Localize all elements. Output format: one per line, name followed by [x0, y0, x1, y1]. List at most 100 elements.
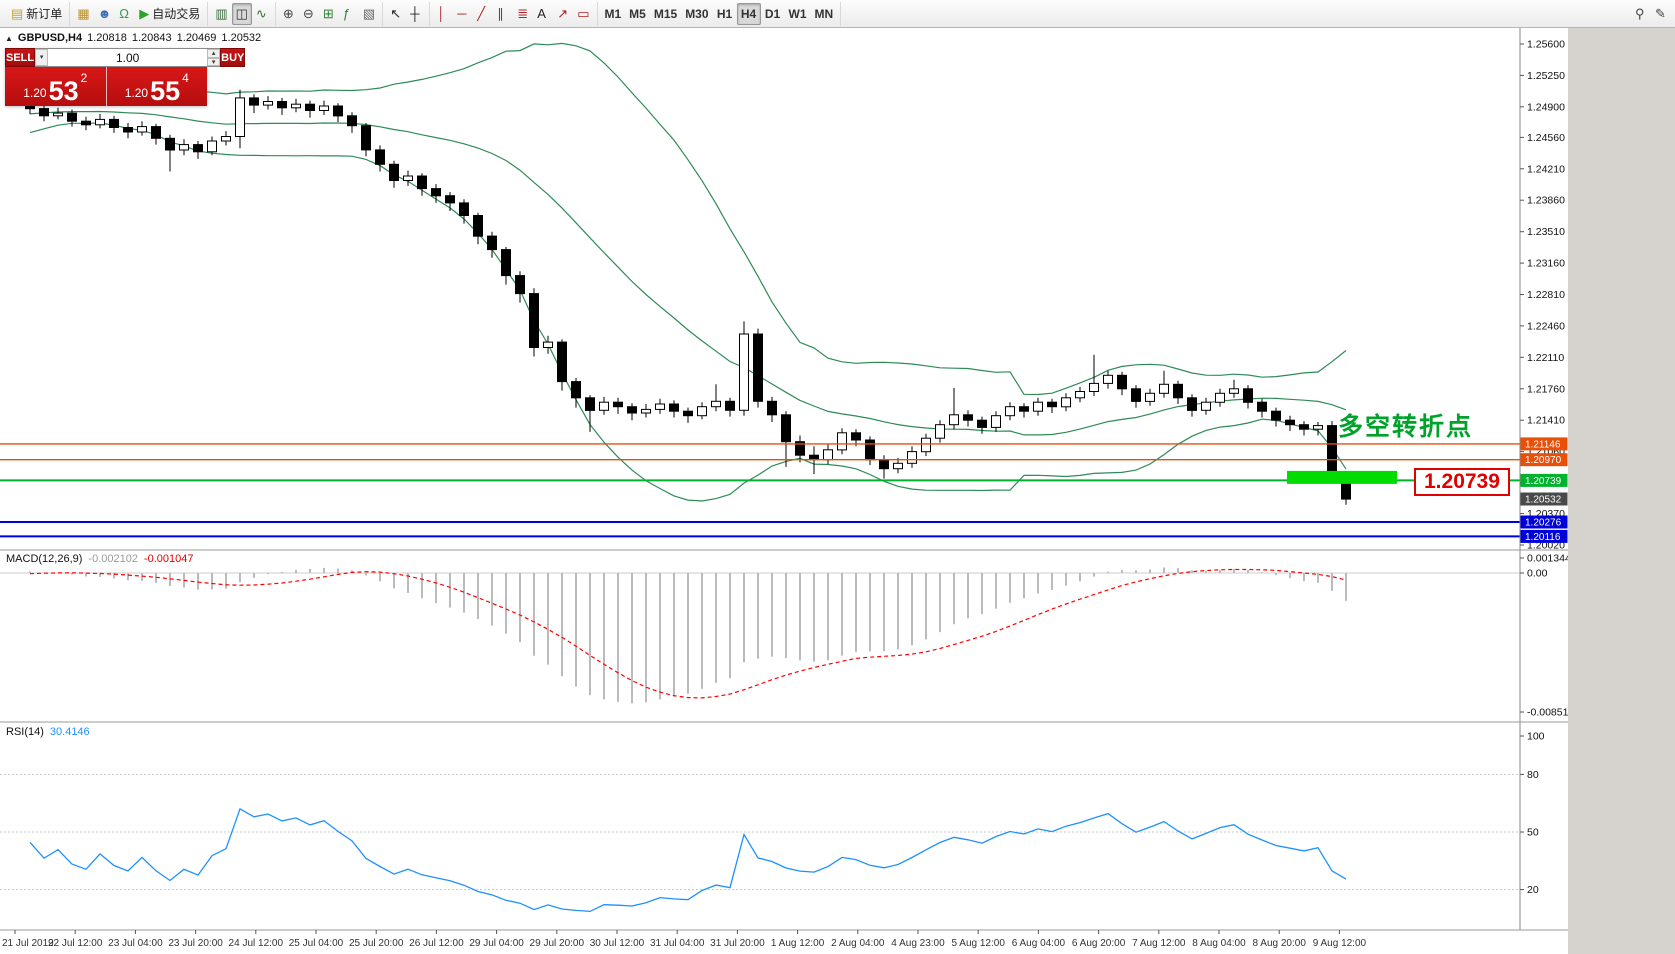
price-tag-label: 1.20532	[1525, 495, 1562, 506]
line-chart-button[interactable]: ∿	[252, 3, 272, 25]
timeframe-h1-button[interactable]: H1	[713, 3, 737, 25]
line-chart-icon: ∿	[255, 6, 267, 21]
rectangle-object[interactable]	[1287, 470, 1397, 484]
toolbar-right: ⚲ ✎	[1631, 3, 1671, 25]
headset-icon: Ω	[119, 6, 130, 21]
timeframe-m5-button[interactable]: M5	[625, 3, 650, 25]
buy-button[interactable]: BUY	[220, 48, 246, 67]
rsi-label: RSI(14) 30.4146	[6, 726, 90, 738]
profiles-button[interactable]: ▦	[73, 3, 93, 25]
timeframe-d1-button[interactable]: D1	[761, 3, 785, 25]
fibonacci-button[interactable]: ≣	[513, 3, 533, 25]
timeframe-group: M1 M5 M15 M30 H1 H4 D1 W1 MN	[598, 1, 842, 26]
rsi-scale-label: 100	[1527, 731, 1545, 743]
channel-button[interactable]: ∥	[493, 3, 513, 25]
volume-input[interactable]	[48, 49, 208, 66]
time-axis-label: 29 Jul 04:00	[469, 938, 524, 949]
indicators-button[interactable]: ƒ	[339, 3, 359, 25]
chart-canvas[interactable]: 1.25600 1.25250 1.24900 1.24560 1.24210 1.238…	[0, 28, 1568, 954]
time-axis-label: 25 Jul 20:00	[349, 938, 404, 949]
timeframe-h1-button-label: H1	[716, 6, 733, 21]
price-tag-label: 1.21146	[1525, 439, 1561, 450]
timeframe-m1-button[interactable]: M1	[601, 3, 626, 25]
price-scale-label: 1.22460	[1527, 320, 1565, 332]
tile-windows-button[interactable]: ⊞	[319, 3, 339, 25]
text-button[interactable]: A	[533, 3, 553, 25]
sell-price-point: 2	[80, 71, 88, 85]
timeframe-mn-button[interactable]: MN	[811, 3, 838, 25]
price-scale-label: 1.25600	[1527, 39, 1565, 51]
price-scale[interactable]: 1.25600 1.25250 1.24900 1.24560 1.24210 1.238…	[1519, 28, 1568, 930]
templates-button[interactable]: ▧	[359, 3, 379, 25]
trendline-button[interactable]: ╱	[473, 3, 493, 25]
time-axis-label: 8 Aug 20:00	[1253, 938, 1307, 949]
vertical-line-button[interactable]: │	[433, 3, 453, 25]
price-scale-label: 1.22810	[1527, 289, 1565, 301]
buy-price-pips: 55	[150, 76, 181, 106]
price-scale-label: 1.25250	[1527, 70, 1565, 82]
price-callout-label[interactable]: 1.20739	[1414, 468, 1510, 496]
bar-chart-button[interactable]: ▥	[211, 3, 231, 25]
price-tag-label: 1.20276	[1525, 518, 1562, 529]
chart-annotation-text[interactable]: 多空转折点	[1338, 413, 1474, 441]
time-axis-label: 7 Aug 12:00	[1132, 938, 1186, 949]
macd-label: MACD(12,26,9) -0.002102 -0.001047	[6, 553, 194, 565]
volume-stepper: ▴ ▾	[207, 49, 221, 66]
profiles-icon: ▦	[77, 6, 90, 21]
cursor-icon: ↖	[390, 6, 402, 21]
macd-scale-label: 0.001344	[1527, 553, 1568, 565]
shapes-icon: ▭	[577, 6, 590, 21]
timeframe-h4-button-label: H4	[740, 6, 757, 21]
order-group: ▤ 新订单	[4, 1, 71, 26]
macd-signal-value: -0.001047	[143, 553, 194, 565]
search-icon: ⚲	[1635, 6, 1645, 21]
buy-price[interactable]: 1.20 55 4	[106, 67, 207, 106]
price-tag	[1520, 453, 1568, 467]
timeframe-w1-button[interactable]: W1	[785, 3, 811, 25]
volume-down-icon[interactable]: ▾	[207, 57, 221, 66]
volume-up-icon[interactable]: ▴	[207, 49, 221, 58]
templates-icon: ▧	[362, 6, 376, 21]
time-axis-label: 30 Jul 12:00	[590, 938, 645, 949]
price-scale-label: 1.24210	[1527, 163, 1565, 175]
zoom-group: ⊕ ⊖ ⊞ ƒ ▧	[276, 1, 384, 26]
market-watch-button[interactable]: ☻	[94, 3, 116, 25]
user-icon: ☻	[97, 6, 112, 21]
volume-dropdown-arrow-icon[interactable]: ▾	[35, 49, 49, 66]
horizontal-line-button[interactable]: ─	[453, 3, 473, 25]
time-axis-label: 31 Jul 04:00	[650, 938, 705, 949]
zoom-in-button[interactable]: ⊕	[279, 3, 299, 25]
chart-window[interactable]: 1.25600 1.25250 1.24900 1.24560 1.24210 1.238…	[0, 28, 1568, 954]
symbol-search-button[interactable]: ⚲	[1631, 3, 1651, 25]
timeframe-m5-button-label: M5	[629, 6, 646, 21]
arrows-button[interactable]: ↗	[553, 3, 573, 25]
zoom-out-button[interactable]: ⊖	[299, 3, 319, 25]
price-tag	[1520, 437, 1568, 451]
window-background	[1567, 28, 1675, 954]
price-scale-label: 1.21760	[1527, 383, 1565, 395]
price-scale-label: 1.22110	[1527, 352, 1564, 364]
rsi-scale-label: 20	[1527, 884, 1539, 896]
price-tag-label: 1.20970	[1525, 455, 1562, 466]
symbol-period-label: GBPUSD,H4	[17, 32, 83, 44]
timeframe-h4-button[interactable]: H4	[736, 2, 761, 25]
rsi-value: 30.4146	[49, 726, 90, 738]
community-button[interactable]: Ω	[115, 3, 135, 25]
time-axis-label: 26 Jul 12:00	[409, 938, 464, 949]
timeframe-m15-button[interactable]: M15	[650, 3, 681, 25]
new-order-button-label: 新订单	[26, 7, 63, 21]
collapse-one-click-icon[interactable]: ▲	[5, 33, 13, 43]
sell-price[interactable]: 1.20 53 2	[5, 67, 107, 106]
quick-edit-button[interactable]: ✎	[1651, 3, 1671, 25]
autotrading-button[interactable]: ▶ 自动交易	[135, 3, 204, 25]
candlestick-button[interactable]: ◫	[231, 2, 252, 25]
cursor-button[interactable]: ↖	[386, 3, 406, 25]
crosshair-button[interactable]: ┼	[406, 3, 426, 25]
sell-button[interactable]: SELL	[5, 48, 36, 67]
new-order-button[interactable]: ▤ 新订单	[7, 3, 66, 25]
timeframe-m30-button[interactable]: M30	[681, 3, 712, 25]
shapes-button[interactable]: ▭	[573, 3, 593, 25]
price-tag	[1520, 529, 1568, 543]
